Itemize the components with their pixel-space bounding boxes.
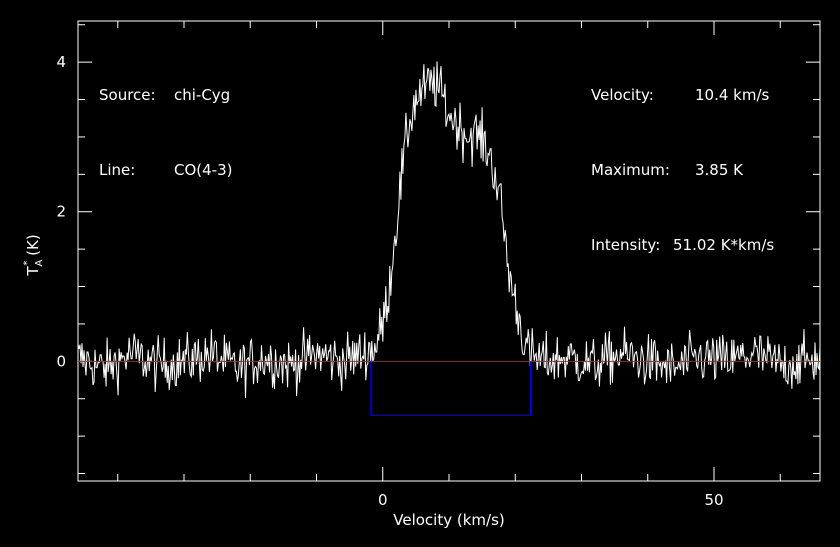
line-row: Line: CO(4-3): [99, 158, 232, 183]
source-value: chi-Cyg: [174, 86, 231, 104]
y-axis-label-sup: *: [22, 261, 33, 266]
y-axis-label: TA* (K): [22, 234, 45, 276]
x-tick-label: 0: [378, 491, 388, 509]
maximum-label: Maximum:: [591, 161, 670, 179]
velocity-row: Velocity: 10.4 km/s: [591, 83, 774, 108]
x-tick-label: 50: [704, 491, 723, 509]
y-axis-label-main: T: [24, 266, 42, 277]
velocity-value: 10.4 km/s: [695, 86, 770, 104]
intensity-row: Intensity: 51.02 K*km/s: [591, 233, 774, 258]
source-info: Source: chi-Cyg Line: CO(4-3): [99, 33, 232, 208]
y-tick-label: 2: [56, 203, 66, 221]
intensity-value: 51.02 K*km/s: [673, 236, 775, 254]
integration-window: [370, 361, 532, 416]
line-value: CO(4-3): [174, 161, 233, 179]
source-row: Source: chi-Cyg: [99, 83, 232, 108]
y-axis-label-unit: (K): [24, 234, 42, 260]
fit-info: Velocity: 10.4 km/s Maximum: 3.85 K Intens…: [591, 33, 774, 283]
intensity-label: Intensity:: [591, 236, 661, 254]
y-tick-label: 0: [56, 352, 66, 370]
velocity-label: Velocity:: [591, 86, 654, 104]
y-tick-label: 4: [56, 53, 66, 71]
line-label: Line:: [99, 161, 136, 179]
x-axis-label: Velocity (km/s): [393, 511, 504, 529]
svg-text:TA* (K): TA* (K): [22, 234, 45, 276]
maximum-value: 3.85 K: [695, 161, 744, 179]
source-label: Source:: [99, 86, 156, 104]
y-axis-label-sub: A: [34, 259, 45, 266]
maximum-row: Maximum: 3.85 K: [591, 158, 774, 183]
axis-tick-labels: 0 50 0 2 4: [56, 53, 723, 509]
